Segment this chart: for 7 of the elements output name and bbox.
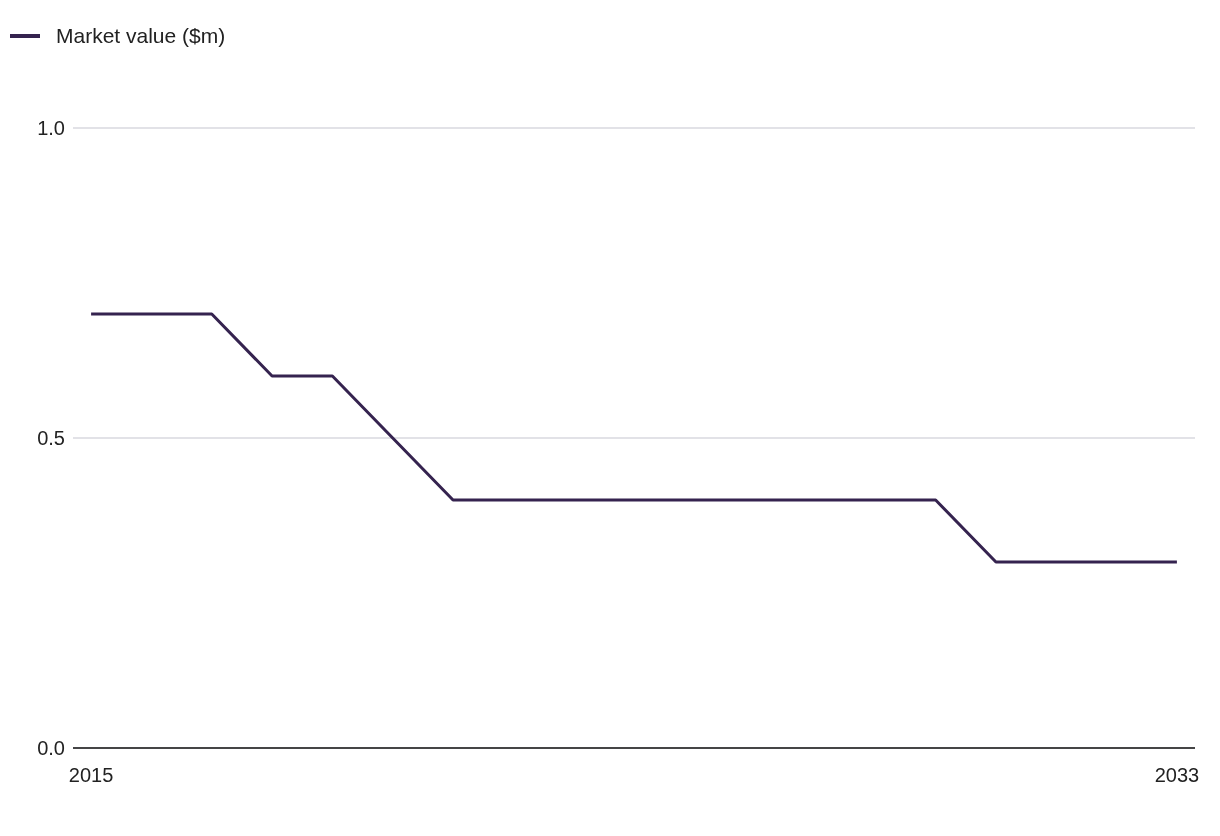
legend-label: Market value ($m) [56, 24, 226, 48]
line-series [89, 312, 1179, 564]
y-tick-label: 0.5 [37, 427, 65, 450]
x-tick-label: 2033 [1154, 764, 1200, 787]
y-tick-label: 1.0 [37, 117, 65, 140]
y-tick-label: 0.0 [37, 737, 65, 760]
x-tick-label: 2015 [68, 764, 114, 787]
